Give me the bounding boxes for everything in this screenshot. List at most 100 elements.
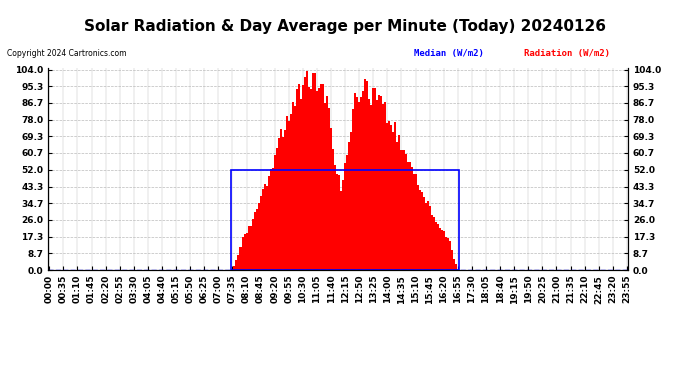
Bar — [246, 233, 248, 270]
Bar — [255, 209, 257, 270]
Bar — [286, 116, 288, 270]
Bar — [266, 186, 268, 270]
Bar — [426, 201, 428, 270]
Bar — [439, 228, 441, 270]
Bar — [342, 180, 344, 270]
Bar — [448, 241, 451, 270]
Bar — [314, 73, 316, 270]
Text: Copyright 2024 Cartronics.com: Copyright 2024 Cartronics.com — [7, 49, 126, 58]
Bar — [391, 125, 393, 270]
Bar — [404, 154, 406, 270]
Bar — [362, 90, 364, 270]
Bar — [257, 203, 259, 270]
Bar — [354, 93, 356, 270]
Bar — [308, 87, 310, 270]
Bar — [402, 150, 404, 270]
Bar — [368, 99, 371, 270]
Bar — [431, 215, 433, 270]
Bar — [373, 88, 374, 270]
Bar — [338, 175, 340, 270]
Bar — [326, 96, 328, 270]
Bar — [411, 167, 413, 270]
Bar — [435, 222, 437, 270]
Bar — [376, 100, 378, 270]
Bar — [274, 155, 276, 270]
Bar — [270, 169, 272, 270]
Bar — [298, 84, 300, 270]
Bar — [447, 238, 448, 270]
Bar — [360, 97, 362, 270]
Bar — [272, 168, 274, 270]
Bar — [344, 163, 346, 270]
Bar — [346, 155, 348, 270]
Bar — [340, 191, 342, 270]
Bar — [413, 174, 415, 270]
Bar — [422, 196, 424, 270]
Bar — [310, 90, 312, 270]
Bar — [262, 189, 264, 270]
Bar — [316, 91, 318, 270]
Bar — [268, 176, 270, 270]
Bar — [248, 226, 250, 270]
Bar — [380, 96, 382, 270]
Bar — [322, 84, 324, 270]
Bar — [282, 137, 284, 270]
Bar — [264, 184, 266, 270]
Bar — [292, 102, 294, 270]
Bar — [378, 95, 380, 270]
Bar — [364, 79, 366, 270]
Text: Median (W/m2): Median (W/m2) — [414, 49, 484, 58]
Bar — [324, 103, 326, 270]
Bar — [421, 192, 422, 270]
Bar — [284, 130, 286, 270]
Bar — [300, 99, 302, 270]
Bar — [437, 224, 439, 270]
Bar — [384, 102, 386, 270]
Bar — [231, 170, 459, 270]
Bar — [358, 102, 360, 270]
Bar — [417, 186, 419, 270]
Bar — [277, 138, 279, 270]
Bar — [406, 162, 408, 270]
Bar — [254, 211, 255, 270]
Bar — [296, 89, 298, 270]
Bar — [290, 114, 292, 270]
Bar — [241, 237, 244, 270]
Bar — [366, 81, 368, 270]
Bar — [399, 135, 400, 270]
Bar — [302, 86, 304, 270]
Bar — [408, 162, 411, 270]
Bar — [428, 206, 431, 270]
Bar — [455, 264, 457, 270]
Bar — [348, 142, 351, 270]
Bar — [424, 202, 426, 270]
Bar — [233, 266, 235, 270]
Bar — [276, 148, 277, 270]
Bar — [332, 149, 334, 270]
Bar — [306, 71, 308, 270]
Bar — [312, 73, 314, 270]
Bar — [328, 108, 330, 270]
Bar — [237, 255, 239, 270]
Bar — [375, 87, 376, 270]
Text: Radiation (W/m2): Radiation (W/m2) — [524, 49, 611, 58]
Bar — [252, 219, 254, 270]
Bar — [415, 174, 417, 270]
Bar — [453, 259, 455, 270]
Bar — [244, 234, 246, 270]
Bar — [352, 110, 354, 270]
Bar — [330, 128, 332, 270]
Bar — [294, 106, 296, 270]
Bar — [279, 129, 282, 270]
Bar — [356, 97, 358, 270]
Bar — [288, 121, 290, 270]
Bar — [400, 150, 402, 270]
Bar — [397, 142, 399, 270]
Bar — [334, 165, 336, 270]
Bar — [239, 247, 241, 270]
Bar — [318, 87, 320, 270]
Bar — [382, 104, 384, 270]
Bar — [250, 226, 252, 270]
Bar — [371, 105, 373, 270]
Bar — [304, 77, 306, 270]
